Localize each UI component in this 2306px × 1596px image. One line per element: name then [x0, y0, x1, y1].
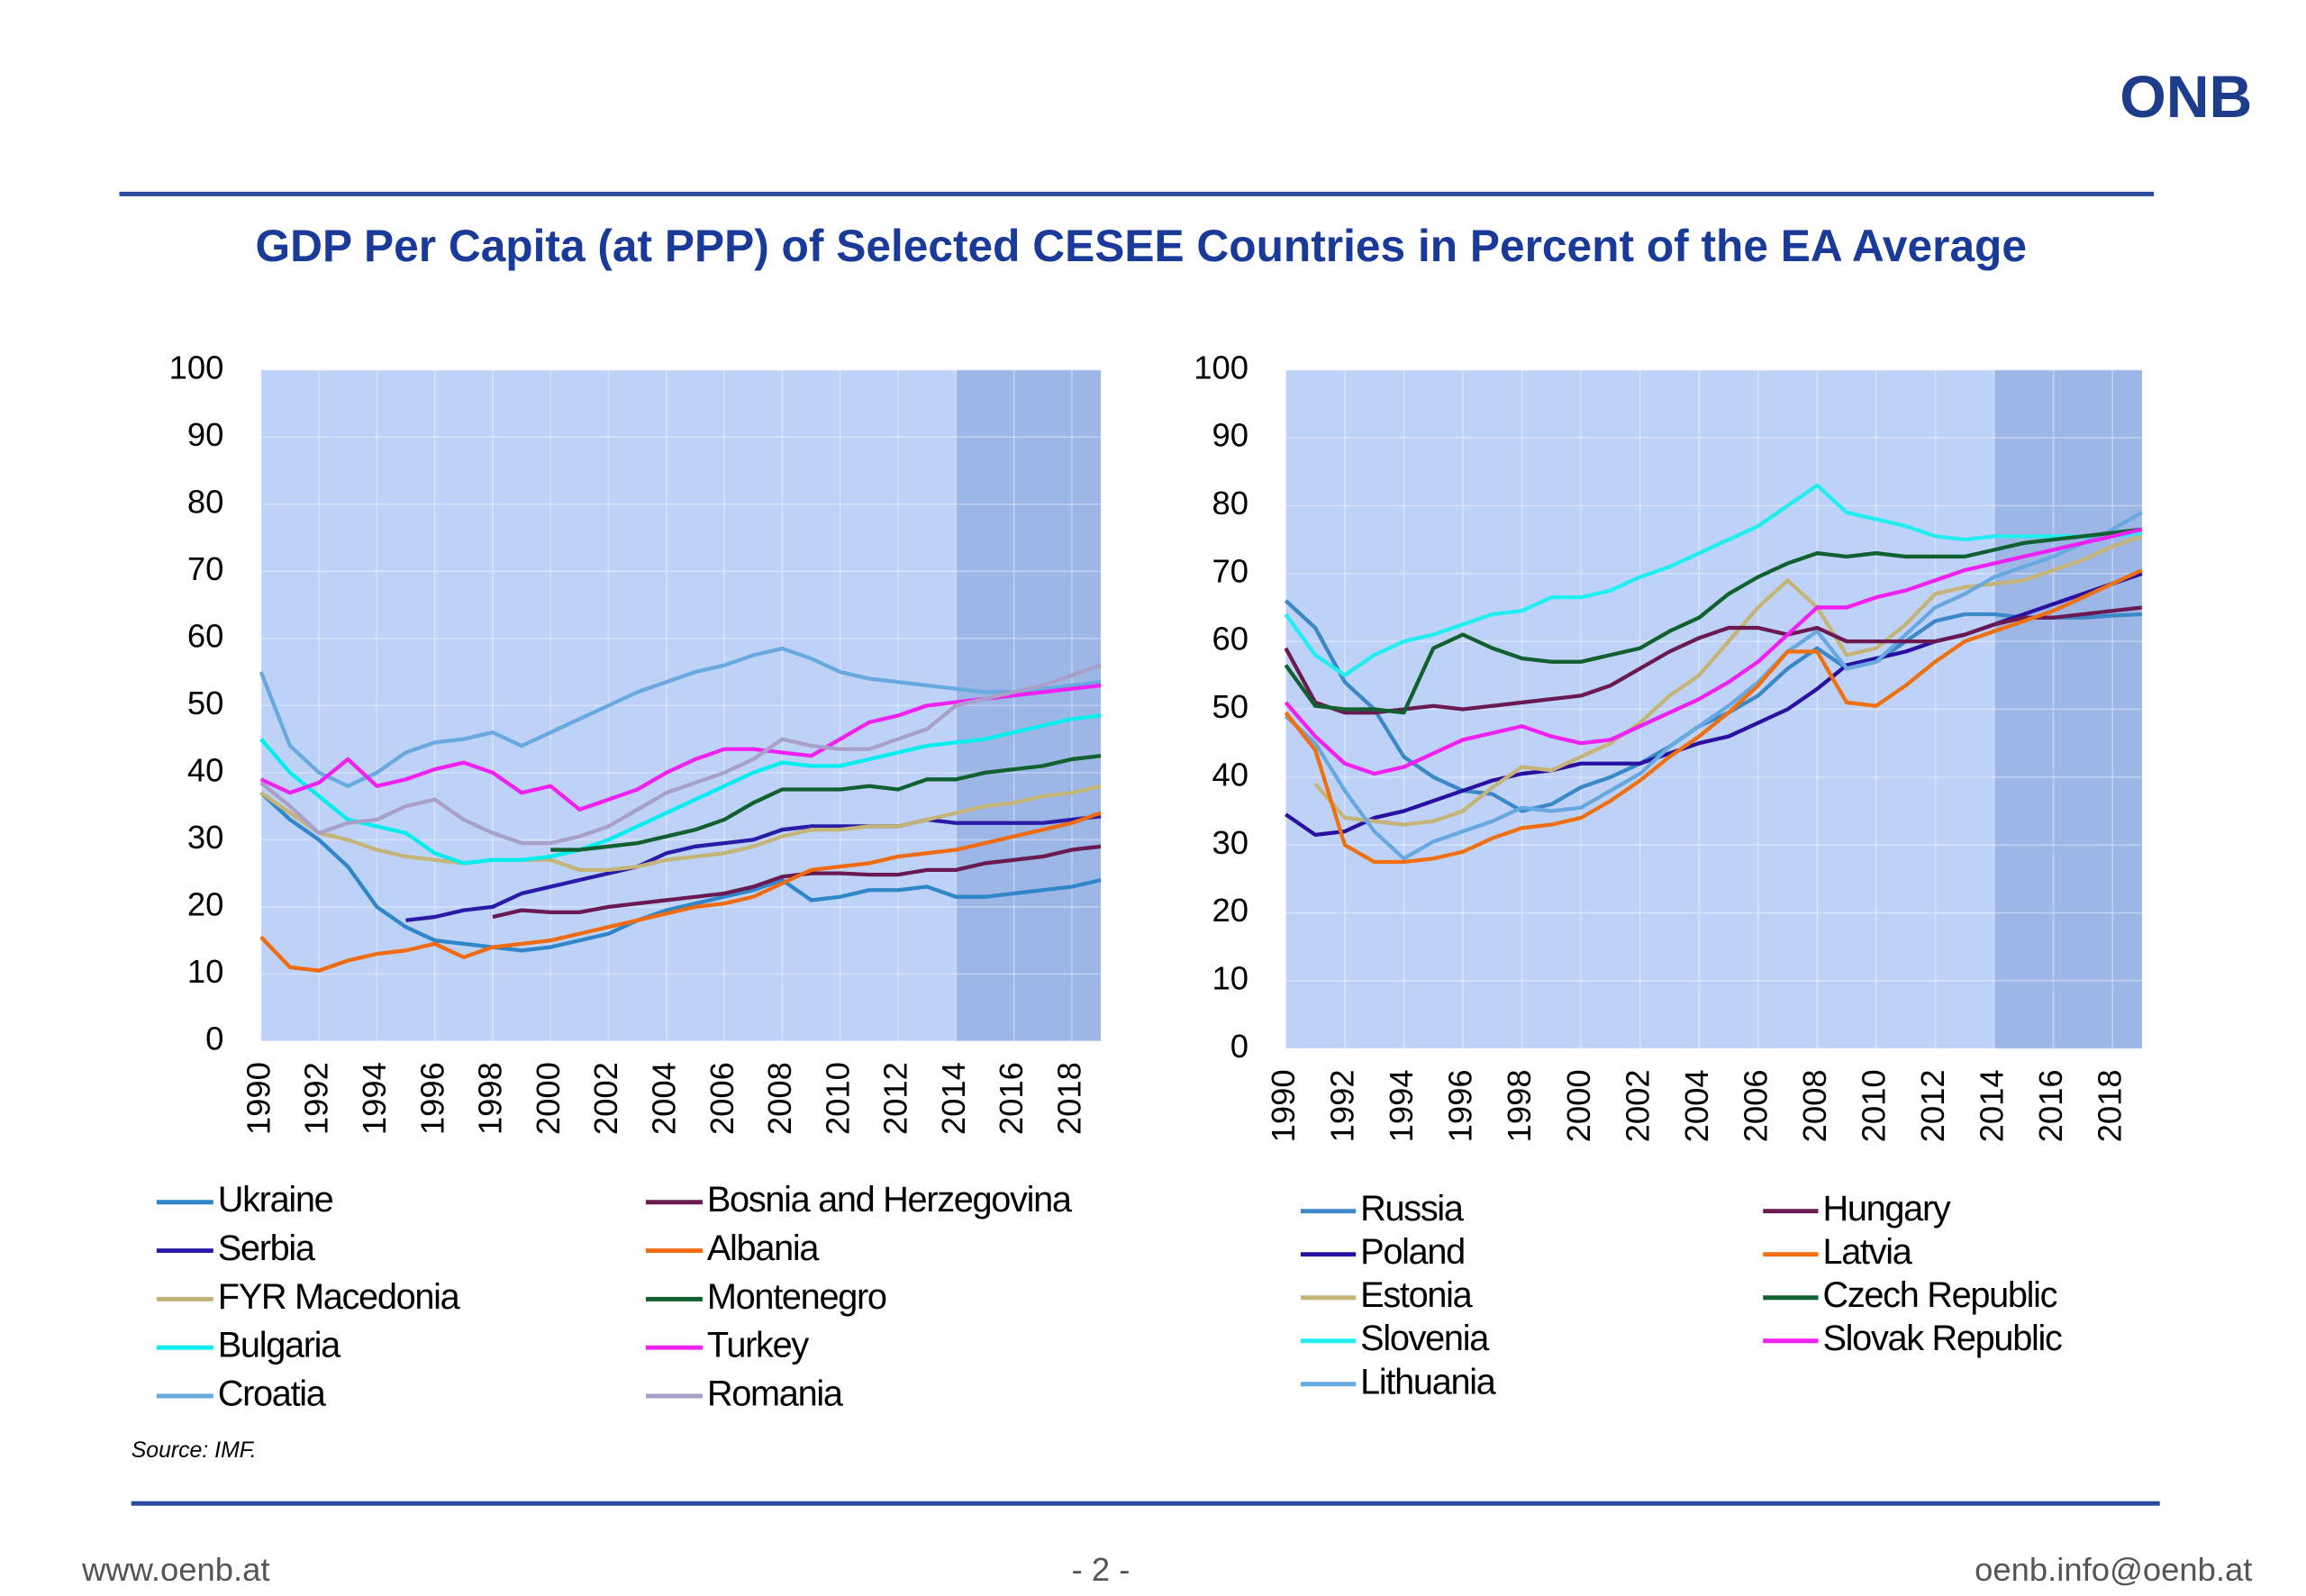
legend-label: Albania	[707, 1229, 821, 1268]
x-tick-label: 1992	[298, 1062, 335, 1135]
forecast-shading	[1993, 369, 2142, 1049]
y-tick-label: 80	[187, 483, 224, 520]
y-tick-label: 10	[187, 953, 224, 990]
legend-label: Poland	[1360, 1232, 1465, 1272]
series-line	[259, 713, 1102, 866]
y-tick-label: 60	[1212, 621, 1248, 657]
logo: ONB	[2120, 64, 2252, 131]
y-tick-label: 100	[169, 349, 224, 385]
legend-label: Slovak Republic	[1822, 1319, 2061, 1358]
series-line	[1284, 483, 2143, 677]
series-line	[259, 791, 1102, 953]
x-tick-label: 2004	[645, 1062, 682, 1135]
x-tick-label: 1994	[356, 1062, 393, 1135]
legend-label: Croatia	[218, 1374, 327, 1414]
legend-label: Lithuania	[1360, 1362, 1497, 1401]
y-tick-label: 40	[1212, 756, 1248, 793]
x-tick-label: 2006	[1737, 1069, 1774, 1142]
x-tick-label: 1990	[240, 1062, 277, 1135]
y-tick-label: 50	[187, 685, 224, 721]
y-tick-label: 60	[187, 617, 224, 654]
series-line	[1313, 534, 2143, 827]
y-tick-label: 30	[187, 819, 224, 856]
legend-label: Latvia	[1822, 1232, 1912, 1272]
x-tick-label: 2004	[1678, 1069, 1715, 1142]
x-tick-label: 1990	[1265, 1069, 1302, 1142]
y-tick-label: 100	[1194, 349, 1248, 385]
series-line	[1284, 568, 2143, 865]
series-line	[1284, 599, 2142, 813]
x-tick-label: 1994	[1383, 1069, 1420, 1142]
x-tick-label: 2018	[1051, 1062, 1088, 1135]
x-tick-label: 2008	[1796, 1069, 1833, 1142]
series-line	[259, 784, 1102, 873]
legend-label: Serbia	[218, 1229, 316, 1268]
series-line	[550, 754, 1102, 852]
x-tick-label: 2010	[819, 1062, 856, 1135]
legend-label: Bulgaria	[218, 1326, 341, 1365]
y-tick-label: 90	[187, 416, 224, 453]
legend-label: Montenegro	[707, 1277, 886, 1317]
y-tick-label: 0	[205, 1020, 223, 1057]
legend-label: Turkey	[707, 1326, 809, 1365]
y-tick-label: 40	[187, 751, 224, 788]
x-tick-label: 2018	[2092, 1069, 2129, 1142]
legend-label: Hungary	[1822, 1189, 1950, 1229]
legend-label: Bosnia and Herzegovina	[707, 1180, 1073, 1220]
legend-label: Russia	[1360, 1189, 1465, 1229]
y-tick-label: 50	[1212, 688, 1248, 725]
x-tick-label: 1996	[413, 1062, 450, 1135]
x-tick-label: 2002	[587, 1062, 624, 1135]
x-tick-label: 2008	[761, 1062, 798, 1135]
legend-label: Estonia	[1360, 1275, 1473, 1315]
x-tick-label: 1998	[1501, 1069, 1538, 1142]
series-line	[1284, 527, 2143, 715]
page-title: GDP Per Capita (at PPP) of Selected CESE…	[255, 221, 2027, 271]
series-line	[405, 814, 1102, 922]
forecast-shading	[956, 369, 1102, 1041]
y-tick-label: 70	[1212, 552, 1248, 589]
x-tick-label: 2000	[1560, 1069, 1597, 1142]
x-tick-label: 1996	[1442, 1069, 1479, 1142]
legend-label: FYR Macedonia	[218, 1277, 461, 1317]
series-line	[259, 663, 1102, 846]
x-tick-label: 2012	[1914, 1069, 1951, 1142]
series-line	[259, 683, 1102, 812]
y-tick-label: 10	[1212, 959, 1248, 996]
y-tick-label: 20	[1212, 892, 1248, 929]
x-tick-label: 2010	[1856, 1069, 1893, 1142]
x-tick-label: 2002	[1619, 1069, 1656, 1142]
x-tick-label: 1992	[1324, 1069, 1361, 1142]
legend-label: Slovenia	[1360, 1319, 1490, 1358]
legend-label: Ukraine	[218, 1180, 333, 1220]
x-tick-label: 2006	[704, 1062, 740, 1135]
series-line	[259, 811, 1102, 973]
y-tick-label: 70	[187, 550, 224, 587]
x-tick-label: 2012	[877, 1062, 914, 1135]
series-line	[1284, 527, 2143, 776]
x-tick-label: 2000	[530, 1062, 567, 1135]
x-tick-label: 2016	[2032, 1069, 2069, 1142]
y-tick-label: 30	[1212, 824, 1248, 861]
x-tick-label: 2016	[993, 1062, 1030, 1135]
y-tick-label: 90	[1212, 417, 1248, 454]
footer-url: www.oenb.at	[81, 1551, 269, 1588]
x-tick-label: 2014	[935, 1062, 972, 1135]
y-tick-label: 0	[1230, 1028, 1248, 1065]
series-line	[1284, 511, 2143, 861]
page-number: - 2 -	[1072, 1551, 1130, 1588]
y-tick-label: 20	[187, 886, 224, 923]
source: Source: IMF.	[132, 1438, 257, 1463]
series-line	[259, 646, 1102, 788]
series-line	[1284, 605, 2143, 715]
x-tick-label: 2014	[1974, 1069, 2011, 1142]
legend-label: Czech Republic	[1822, 1275, 2056, 1315]
legend-label: Romania	[707, 1374, 844, 1414]
footer-email: oenb.info@oenb.at	[1975, 1551, 2252, 1588]
x-tick-label: 1998	[472, 1062, 509, 1135]
y-tick-label: 80	[1212, 485, 1248, 521]
